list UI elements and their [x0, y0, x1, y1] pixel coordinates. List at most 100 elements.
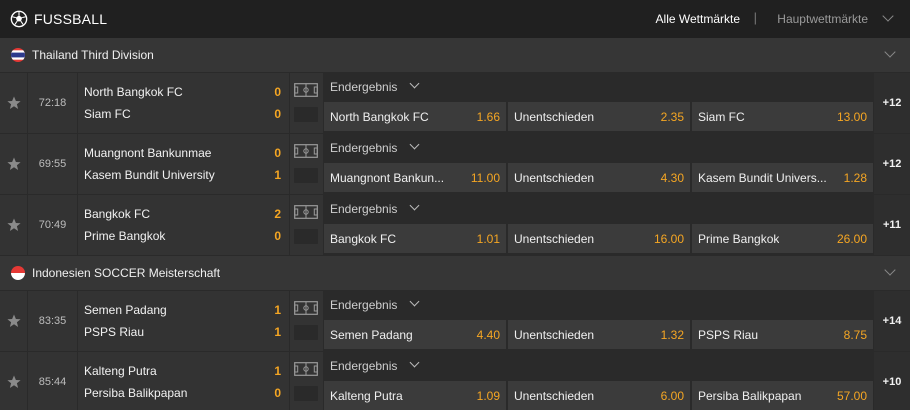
odd-label: Muangnont Bankun...: [330, 171, 445, 185]
away-team: Prime Bangkok: [84, 229, 166, 243]
match-teams[interactable]: Muangnont Bankunmae Kasem Bundit Univers…: [78, 134, 289, 194]
odd-label: Unentschieden: [514, 232, 595, 246]
stats-box: [294, 168, 318, 183]
odd-value: 11.00: [470, 171, 500, 185]
market-name[interactable]: Endergebnis: [330, 80, 398, 94]
star-icon[interactable]: [6, 157, 21, 171]
chevron-down-icon[interactable]: [409, 357, 420, 368]
odd-value: 8.75: [843, 328, 867, 342]
favorite-star[interactable]: [0, 73, 27, 133]
match-icons: [290, 73, 323, 133]
odd-value: 57.00: [836, 389, 867, 403]
match-teams[interactable]: Kalteng Putra Persiba Balikpapan 1 0: [78, 352, 289, 410]
odd-value: 1.32: [660, 328, 684, 342]
star-icon[interactable]: [6, 375, 21, 389]
home-team: Muangnont Bankunmae: [84, 146, 212, 160]
home-team: Semen Padang: [84, 303, 167, 317]
match-row: 85:44 Kalteng Putra Persiba Balikpapan 1…: [0, 352, 910, 410]
sport-header: FUSSBALL Alle Wettmärkte | Hauptwettmärk…: [0, 0, 910, 38]
odd-label: Bangkok FC: [330, 232, 397, 246]
chevron-down-icon[interactable]: [409, 139, 420, 150]
home-score: 0: [274, 146, 281, 160]
chevron-down-icon[interactable]: [409, 78, 420, 89]
field-icon[interactable]: [294, 144, 318, 158]
odd-value: 2.35: [660, 110, 684, 124]
more-markets-button[interactable]: +14: [874, 291, 910, 351]
odd-button-draw[interactable]: Unentschieden 1.32: [508, 320, 690, 349]
odd-label: Unentschieden: [514, 328, 595, 342]
away-score: 1: [274, 168, 281, 182]
away-team: Kasem Bundit University: [84, 168, 215, 182]
match-teams[interactable]: Semen Padang PSPS Riau 1 1: [78, 291, 289, 351]
home-team: Bangkok FC: [84, 207, 151, 221]
odd-button-home[interactable]: North Bangkok FC 1.66: [324, 102, 506, 131]
field-icon[interactable]: [294, 301, 318, 315]
chevron-down-icon[interactable]: [884, 264, 896, 276]
stats-box: [294, 325, 318, 340]
tab-main-markets[interactable]: Hauptwettmärkte: [777, 12, 868, 26]
more-markets-button[interactable]: +12: [874, 73, 910, 133]
odd-button-away[interactable]: Siam FC 13.00: [692, 102, 873, 131]
chevron-down-icon[interactable]: [882, 10, 894, 22]
tab-separator: |: [753, 10, 757, 25]
match-icons: [290, 291, 323, 351]
odd-label: Persiba Balikpapan: [698, 389, 802, 403]
odd-button-away[interactable]: Persiba Balikpapan 57.00: [692, 381, 873, 410]
favorite-star[interactable]: [0, 291, 27, 351]
favorite-star[interactable]: [0, 195, 27, 255]
odd-button-away[interactable]: Kasem Bundit Univers... 1.28: [692, 163, 873, 192]
odd-button-away[interactable]: PSPS Riau 8.75: [692, 320, 873, 349]
league-header[interactable]: Indonesien SOCCER Meisterschaft: [0, 256, 910, 290]
soccer-ball-icon: [10, 10, 28, 28]
league-name: Thailand Third Division: [32, 48, 154, 62]
star-icon[interactable]: [6, 314, 21, 328]
more-markets-button[interactable]: +10: [874, 352, 910, 410]
field-icon[interactable]: [294, 83, 318, 97]
match-teams[interactable]: Bangkok FC Prime Bangkok 2 0: [78, 195, 289, 255]
market-name[interactable]: Endergebnis: [330, 141, 398, 155]
home-score: 1: [274, 303, 281, 317]
odd-button-draw[interactable]: Unentschieden 16.00: [508, 224, 690, 253]
match-time: 70:49: [28, 195, 77, 255]
match-icons: [290, 134, 323, 194]
star-icon[interactable]: [6, 96, 21, 110]
match-icons: [290, 195, 323, 255]
odd-label: Unentschieden: [514, 389, 595, 403]
odd-button-home[interactable]: Semen Padang 4.40: [324, 320, 506, 349]
odd-button-draw[interactable]: Unentschieden 4.30: [508, 163, 690, 192]
odd-button-home[interactable]: Muangnont Bankun... 11.00: [324, 163, 506, 192]
favorite-star[interactable]: [0, 134, 27, 194]
away-score: 0: [274, 229, 281, 243]
match-teams[interactable]: North Bangkok FC Siam FC 0 0: [78, 73, 289, 133]
odd-value: 13.00: [836, 110, 867, 124]
away-team: Persiba Balikpapan: [84, 386, 188, 400]
match-icons: [290, 352, 323, 410]
odd-label: PSPS Riau: [698, 328, 759, 342]
odd-label: Kalteng Putra: [330, 389, 403, 403]
field-icon[interactable]: [294, 205, 318, 219]
home-team: North Bangkok FC: [84, 85, 183, 99]
odd-button-away[interactable]: Prime Bangkok 26.00: [692, 224, 873, 253]
chevron-down-icon[interactable]: [409, 296, 420, 307]
odd-button-draw[interactable]: Unentschieden 2.35: [508, 102, 690, 131]
league-header[interactable]: Thailand Third Division: [0, 38, 910, 72]
tab-all-markets[interactable]: Alle Wettmärkte: [655, 12, 740, 26]
more-markets-button[interactable]: +12: [874, 134, 910, 194]
chevron-down-icon[interactable]: [409, 200, 420, 211]
away-score: 1: [274, 325, 281, 339]
favorite-star[interactable]: [0, 352, 27, 410]
match-time: 72:18: [28, 73, 77, 133]
field-icon[interactable]: [294, 362, 318, 376]
odd-button-home[interactable]: Bangkok FC 1.01: [324, 224, 506, 253]
odd-button-home[interactable]: Kalteng Putra 1.09: [324, 381, 506, 410]
odd-button-draw[interactable]: Unentschieden 6.00: [508, 381, 690, 410]
match-row: 69:55 Muangnont Bankunmae Kasem Bundit U…: [0, 134, 910, 194]
market-name[interactable]: Endergebnis: [330, 298, 398, 312]
market-name[interactable]: Endergebnis: [330, 359, 398, 373]
more-markets-button[interactable]: +11: [874, 195, 910, 255]
chevron-down-icon[interactable]: [884, 46, 896, 58]
star-icon[interactable]: [6, 218, 21, 232]
odd-value: 6.00: [660, 389, 684, 403]
market-name[interactable]: Endergebnis: [330, 202, 398, 216]
odd-label: Semen Padang: [330, 328, 413, 342]
